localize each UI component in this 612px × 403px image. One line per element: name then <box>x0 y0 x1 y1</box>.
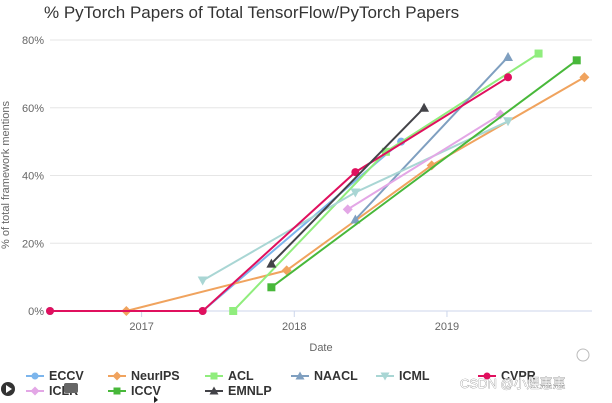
legend-marker <box>210 372 218 380</box>
x-axis-label: Date <box>309 342 332 354</box>
series-icml[interactable] <box>197 117 514 286</box>
y-tick-label: 20% <box>22 238 44 250</box>
data-point-acl <box>229 307 238 315</box>
data-point-naacl <box>350 214 361 224</box>
series-naacl[interactable] <box>350 51 514 224</box>
data-point-iclr <box>342 204 353 215</box>
cursor-icon <box>154 396 158 403</box>
legend-marker <box>31 372 39 380</box>
legend-item-cvpr[interactable]: CVPR <box>478 369 536 383</box>
legend-item-neurips[interactable]: NeurIPS <box>108 369 180 383</box>
data-point-emnlp <box>419 102 430 112</box>
y-axis-ticks: 0% 20% 40% 60% 80% <box>22 35 44 318</box>
legend-label: ECCV <box>49 369 84 383</box>
legend-label: EMNLP <box>228 384 272 398</box>
play-glyph <box>6 385 12 393</box>
legend-item-emnlp[interactable]: EMNLP <box>205 384 272 398</box>
legend-marker <box>380 372 390 381</box>
series-line-iccv <box>270 59 578 289</box>
video-icon[interactable] <box>64 383 78 393</box>
series-layer <box>46 49 590 316</box>
legend-label: ACL <box>228 369 254 383</box>
data-point-iccv <box>267 283 276 292</box>
data-point-acl <box>381 147 390 156</box>
legend-item-naacl[interactable]: NAACL <box>291 369 358 383</box>
y-axis-label: % of total framework mentions <box>0 101 12 249</box>
data-point-cvpr <box>504 73 513 82</box>
legend-item-iccv[interactable]: ICCV <box>108 384 162 398</box>
y-tick-label: 60% <box>22 103 44 115</box>
watermark: CSDN @小煜惠惠 <box>460 376 566 391</box>
x-tick-label: 2017 <box>129 321 153 333</box>
data-point-emnlp <box>266 258 277 268</box>
data-point-neurips <box>281 265 292 276</box>
legend-label: NAACL <box>314 369 358 383</box>
series-acl[interactable] <box>229 49 543 315</box>
legend-label: ICML <box>399 369 430 383</box>
legend-marker <box>30 386 40 396</box>
data-point-cvpr <box>198 307 207 315</box>
series-eccv[interactable] <box>46 137 406 315</box>
data-point-neurips <box>426 160 437 171</box>
data-point-iclr <box>495 109 506 120</box>
data-point-naacl <box>503 51 514 61</box>
x-axis-ticks: 2017 2018 2019 <box>50 310 592 333</box>
legend-label: NeurIPS <box>131 369 180 383</box>
y-tick-label: 40% <box>22 171 44 183</box>
legend-item-icml[interactable]: ICML <box>376 369 430 383</box>
gridlines <box>50 39 592 312</box>
legend-item-eccv[interactable]: ECCV <box>26 369 84 383</box>
series-emnlp[interactable] <box>266 102 430 268</box>
series-line-iclr <box>347 113 501 211</box>
data-point-icml <box>197 276 208 286</box>
chart-title: % PyTorch Papers of Total TensorFlow/PyT… <box>44 3 459 22</box>
legend-label: ICCV <box>131 384 162 398</box>
series-cvpr[interactable] <box>46 73 513 315</box>
legend-marker <box>112 371 122 381</box>
series-iccv[interactable] <box>267 56 581 292</box>
series-line-cvpr <box>50 76 509 312</box>
legend-marker <box>113 387 121 395</box>
series-line-naacl <box>354 56 509 221</box>
player-controls <box>1 348 590 403</box>
data-point-acl <box>534 49 543 58</box>
y-tick-label: 0% <box>28 306 44 318</box>
x-tick-label: 2018 <box>282 321 306 333</box>
record-dot-icon <box>576 348 590 362</box>
legend-marker <box>483 372 491 380</box>
legend-item-acl[interactable]: ACL <box>205 369 254 383</box>
x-tick-label: 2019 <box>435 321 459 333</box>
legend-marker <box>295 371 305 380</box>
data-point-cvpr <box>351 168 360 177</box>
series-line-emnlp <box>270 107 425 265</box>
legend-label: CVPR <box>501 369 536 383</box>
data-point-neurips <box>579 72 590 83</box>
y-tick-label: 80% <box>22 35 44 47</box>
series-iclr[interactable] <box>342 109 506 215</box>
legend-marker <box>209 386 219 395</box>
data-point-cvpr <box>46 307 54 315</box>
data-point-icml <box>350 188 361 198</box>
data-point-icml <box>503 117 514 127</box>
data-point-iccv <box>572 56 581 65</box>
